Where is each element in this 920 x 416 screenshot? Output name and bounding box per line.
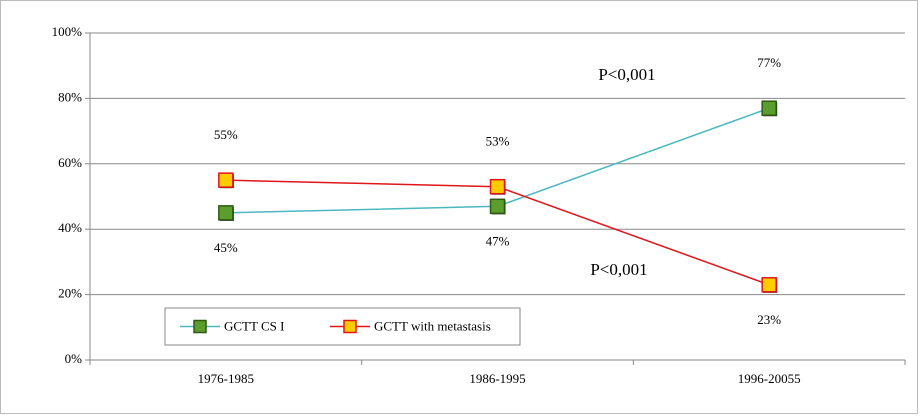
- data-label: 77%: [757, 55, 781, 70]
- data-point: [761, 100, 777, 116]
- data-label: 23%: [757, 312, 781, 327]
- data-point: [218, 172, 234, 188]
- legend-marker: [193, 319, 207, 334]
- annotation: P<0,001: [598, 65, 655, 84]
- data-label: 53%: [486, 134, 510, 149]
- data-point: [489, 198, 506, 215]
- y-tick-label: 0%: [65, 351, 83, 366]
- data-label: 45%: [214, 240, 238, 255]
- data-point: [761, 277, 777, 293]
- x-tick-label: 1976-1985: [198, 371, 254, 386]
- x-tick-label: 1986-1995: [469, 371, 525, 386]
- y-tick-label: 40%: [58, 220, 82, 235]
- y-tick-label: 100%: [52, 24, 83, 39]
- legend-label: GCTT CS I: [224, 318, 284, 333]
- y-tick-label: 80%: [58, 89, 82, 104]
- x-tick-label: 1996-20055: [738, 371, 801, 386]
- y-tick-label: 60%: [58, 155, 82, 170]
- data-label: 55%: [214, 127, 238, 142]
- data-label: 47%: [486, 233, 510, 248]
- legend-label: GCTT with metastasis: [374, 318, 491, 333]
- legend-marker: [343, 319, 357, 334]
- y-tick-label: 20%: [58, 286, 82, 301]
- data-point: [218, 205, 234, 221]
- annotation: P<0,001: [590, 260, 647, 279]
- data-point: [489, 178, 506, 195]
